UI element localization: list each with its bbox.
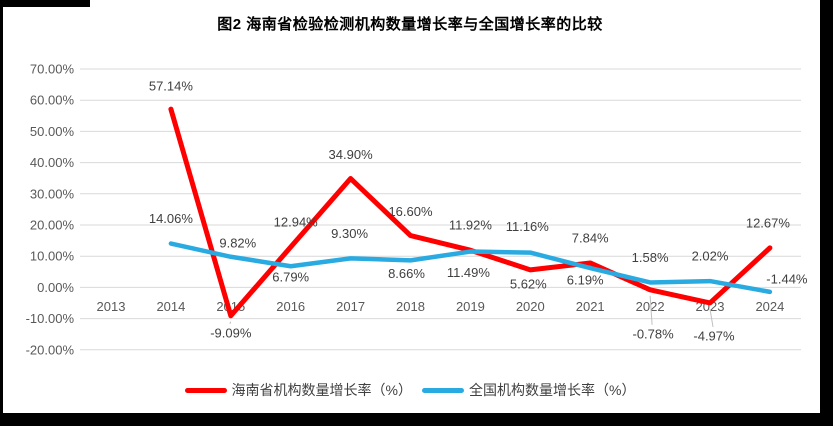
y-axis-tick-label: 20.00% xyxy=(30,218,75,233)
data-label-leader-line xyxy=(649,295,653,325)
x-axis-tick-label: 2013 xyxy=(97,299,126,314)
y-axis-tick-label: -10.00% xyxy=(26,311,75,326)
data-label: 12.67% xyxy=(746,215,791,230)
y-axis-tick-label: 50.00% xyxy=(30,124,75,139)
data-label: -0.78% xyxy=(632,326,674,341)
data-label: 57.14% xyxy=(149,79,194,94)
data-label: -4.97% xyxy=(693,328,735,343)
window-corner-artifact xyxy=(0,0,90,7)
x-axis-tick-label: 2019 xyxy=(456,299,485,314)
data-label-leader-line xyxy=(709,308,714,327)
y-axis-tick-label: 40.00% xyxy=(30,155,75,170)
data-label: -9.09% xyxy=(210,325,252,340)
y-axis-tick-label: 60.00% xyxy=(30,93,75,108)
data-label: 1.58% xyxy=(632,250,669,265)
national-series-label: 全国机构数量增长率（%） xyxy=(469,382,636,398)
data-label: 7.84% xyxy=(572,230,609,245)
y-axis-tick-label: 10.00% xyxy=(30,249,75,264)
national-series-line-swatch xyxy=(422,387,464,393)
x-axis-tick-label: 2016 xyxy=(276,299,305,314)
data-label: 16.60% xyxy=(388,204,433,219)
x-axis-tick-label: 2014 xyxy=(156,299,185,314)
data-label: 12.94% xyxy=(274,215,319,230)
data-label-leader-line xyxy=(229,321,232,324)
y-axis-tick-label: 30.00% xyxy=(30,186,75,201)
hainan-series-label: 海南省机构数量增长率（%） xyxy=(231,382,412,398)
legend-item-national: 全国机构数量增长率（%） xyxy=(422,380,635,400)
data-label: 2.02% xyxy=(692,249,729,264)
y-axis-tick-label: -20.00% xyxy=(26,342,75,357)
data-label: 9.82% xyxy=(219,235,256,250)
data-label: 11.16% xyxy=(506,219,550,234)
data-label: -1.44% xyxy=(766,271,808,286)
hainan-series-line-swatch xyxy=(184,387,227,393)
series-line xyxy=(168,241,773,295)
y-axis-tick-label: 0.00% xyxy=(37,280,74,295)
legend-item-hainan: 海南省机构数量增长率（%） xyxy=(184,380,412,400)
series-line xyxy=(168,106,773,319)
x-axis-tick-label: 2024 xyxy=(755,299,784,314)
data-label: 11.49% xyxy=(447,265,491,280)
data-label: 11.92% xyxy=(449,218,493,233)
data-label: 6.19% xyxy=(567,273,604,288)
data-label: 34.90% xyxy=(329,147,374,162)
y-axis-tick-label: 70.00% xyxy=(30,62,75,77)
chart-title: 图2 海南省检验检测机构数量增长率与全国增长率的比较 xyxy=(217,16,603,33)
x-axis-tick-label: 2021 xyxy=(576,299,605,314)
x-axis-tick-label: 2018 xyxy=(396,299,425,314)
data-label: 5.62% xyxy=(510,276,547,291)
data-label: 8.66% xyxy=(388,266,425,281)
data-label: 14.06% xyxy=(149,211,194,226)
chart-legend: 海南省机构数量增长率（%） 全国机构数量增长率（%） xyxy=(0,380,820,400)
data-label: 9.30% xyxy=(331,226,368,241)
x-axis-tick-label: 2020 xyxy=(516,299,545,314)
data-label: 6.79% xyxy=(272,270,309,285)
x-axis-tick-label: 2022 xyxy=(636,299,665,314)
x-axis-tick-label: 2017 xyxy=(336,299,365,314)
